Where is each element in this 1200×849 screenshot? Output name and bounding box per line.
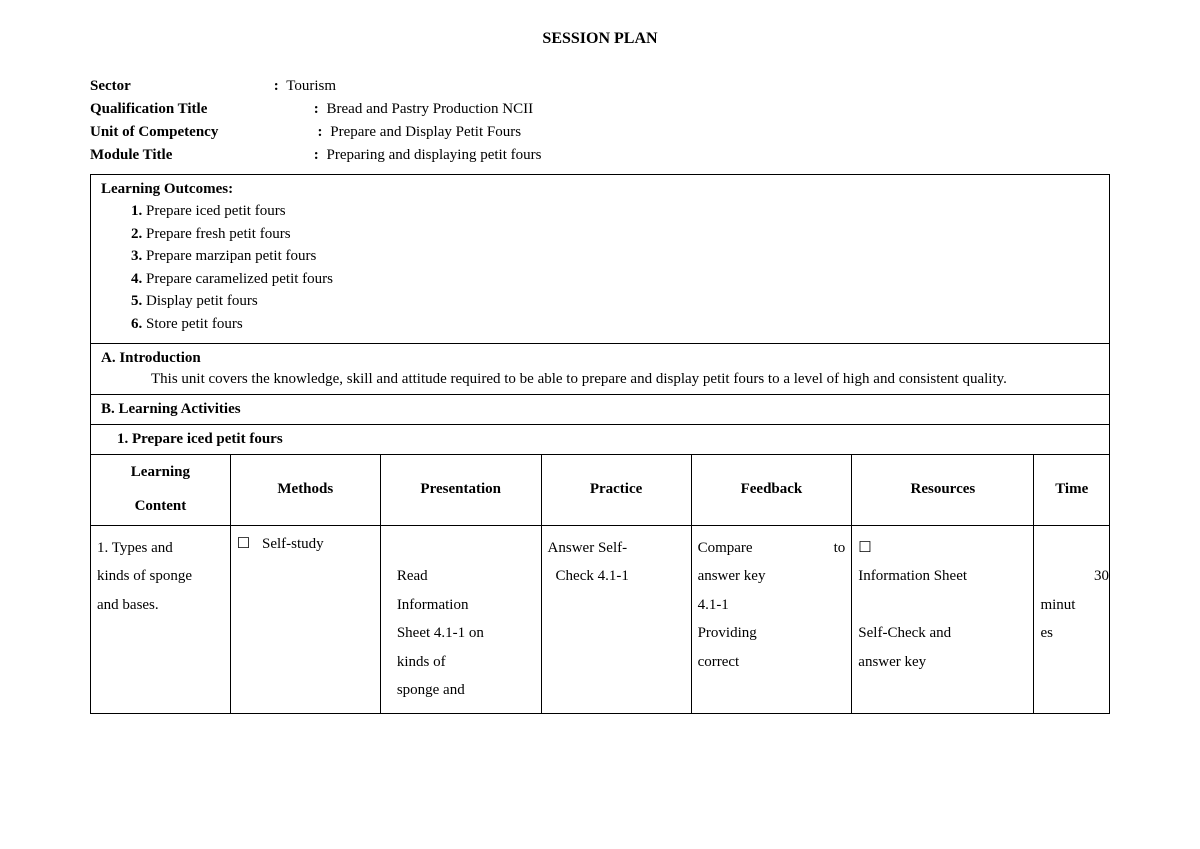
th-feedback: Feedback: [691, 455, 852, 525]
outcome-item: 5. Display petit fours: [131, 290, 1099, 313]
th-time: Time: [1034, 455, 1109, 525]
meta-module: Module Title : Preparing and displaying …: [90, 147, 1110, 164]
activities-heading-section: B. Learning Activities: [91, 395, 1109, 425]
meta-sector: Sector : Tourism: [90, 78, 1110, 95]
cell-time: 30 minut es: [1034, 525, 1109, 713]
outcomes-list: 1. Prepare iced petit fours 2. Prepare f…: [101, 200, 1099, 335]
th-content: LearningContent: [91, 455, 230, 525]
outcome-item: 6. Store petit fours: [131, 313, 1099, 336]
checkbox-icon: ☐: [858, 540, 871, 556]
meta-competency: Unit of Competency : Prepare and Display…: [90, 124, 1110, 141]
checkbox-icon: ☐: [237, 536, 250, 552]
colon: :: [314, 147, 319, 163]
meta-qualification: Qualification Title : Bread and Pastry P…: [90, 101, 1110, 118]
table-row: 1. Types and kinds of sponge and bases. …: [91, 525, 1109, 713]
sector-value: Tourism: [286, 78, 336, 94]
activities-table: LearningContent Methods Presentation Pra…: [91, 455, 1109, 713]
th-presentation: Presentation: [380, 455, 541, 525]
cell-content: 1. Types and kinds of sponge and bases.: [91, 525, 230, 713]
plan-container: Learning Outcomes: 1. Prepare iced petit…: [90, 174, 1110, 714]
qualification-value: Bread and Pastry Production NCII: [327, 101, 534, 117]
cell-methods: ☐ Self-study: [230, 525, 380, 713]
cell-feedback: Compareto answer key 4.1-1 Providing cor…: [691, 525, 852, 713]
th-methods: Methods: [230, 455, 380, 525]
cell-practice: Answer Self- Check 4.1-1: [541, 525, 691, 713]
document-title: SESSION PLAN: [90, 30, 1110, 48]
introduction-section: A. Introduction This unit covers the kno…: [91, 344, 1109, 395]
colon: :: [314, 101, 319, 117]
learning-outcomes-section: Learning Outcomes: 1. Prepare iced petit…: [91, 175, 1109, 344]
competency-label: Unit of Competency: [90, 124, 310, 141]
activity-1-heading: 1. Prepare iced petit fours: [101, 431, 283, 447]
intro-heading: A. Introduction: [101, 350, 1099, 367]
th-resources: Resources: [852, 455, 1034, 525]
outcome-item: 3. Prepare marzipan petit fours: [131, 245, 1099, 268]
activities-heading: B. Learning Activities: [101, 401, 241, 417]
activity-1-heading-section: 1. Prepare iced petit fours: [91, 425, 1109, 455]
cell-presentation: Read Information Sheet 4.1-1 on kinds of…: [380, 525, 541, 713]
outcome-item: 1. Prepare iced petit fours: [131, 200, 1099, 223]
table-header-row: LearningContent Methods Presentation Pra…: [91, 455, 1109, 525]
sector-label: Sector: [90, 78, 270, 95]
colon: :: [314, 124, 323, 140]
module-value: Preparing and displaying petit fours: [327, 147, 542, 163]
competency-value: Prepare and Display Petit Fours: [330, 124, 521, 140]
intro-text: This unit covers the knowledge, skill an…: [101, 371, 1099, 388]
outcome-item: 2. Prepare fresh petit fours: [131, 223, 1099, 246]
colon: :: [274, 78, 279, 94]
module-label: Module Title: [90, 147, 310, 164]
outcomes-heading: Learning Outcomes:: [101, 181, 1099, 198]
cell-resources: ☐ Information Sheet Self-Check and answe…: [852, 525, 1034, 713]
qualification-label: Qualification Title: [90, 101, 310, 118]
outcome-item: 4. Prepare caramelized petit fours: [131, 268, 1099, 291]
th-practice: Practice: [541, 455, 691, 525]
